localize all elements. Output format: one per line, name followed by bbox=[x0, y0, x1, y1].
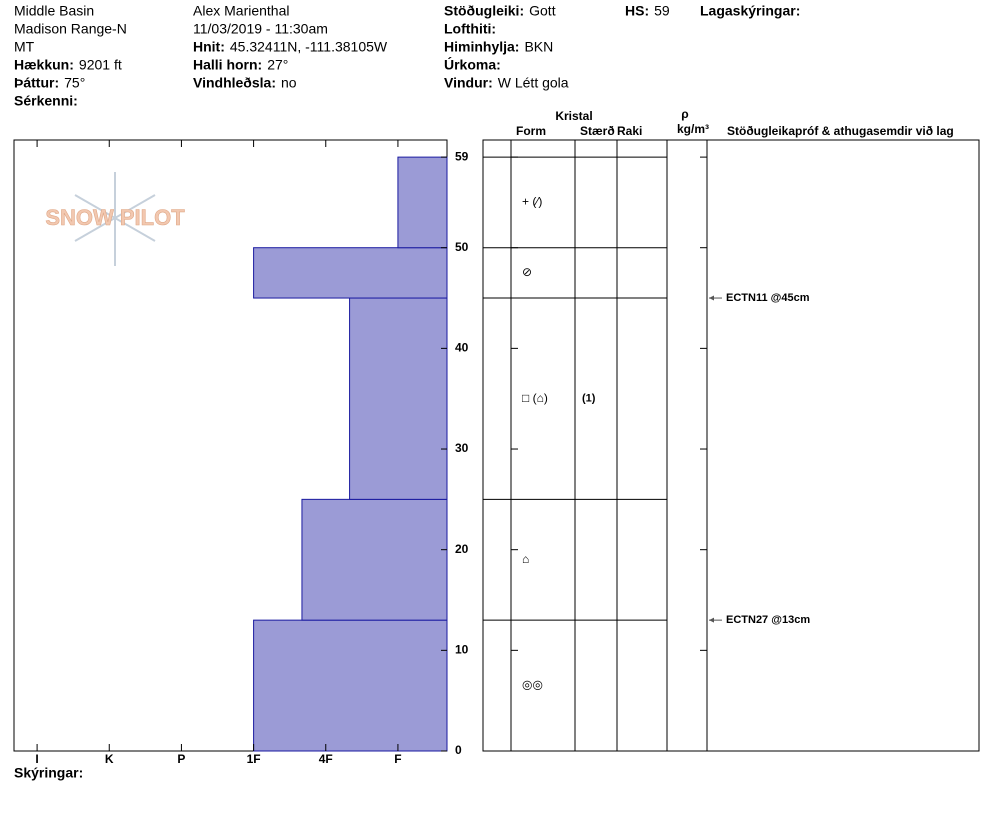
header-label: Hækkun: bbox=[14, 57, 74, 73]
test-arrow bbox=[709, 617, 714, 623]
header-value: 27° bbox=[267, 57, 288, 73]
header-value: no bbox=[281, 75, 297, 91]
header-label: Lofthiti: bbox=[444, 21, 496, 37]
hardness-bar bbox=[301, 498, 448, 621]
col-header: kg/m³ bbox=[677, 122, 709, 136]
header-label: HS: bbox=[625, 3, 649, 19]
header-label: Vindhleðsla: bbox=[193, 75, 276, 91]
header-value: 59 bbox=[654, 3, 670, 19]
test-label: ECTN11 @45cm bbox=[726, 292, 810, 304]
x-tick-label: 4F bbox=[319, 752, 333, 766]
col-header: ρ bbox=[681, 107, 688, 121]
logo bbox=[74, 172, 156, 266]
header-value: W Létt gola bbox=[498, 75, 569, 91]
header-label: Sérkenni: bbox=[14, 93, 78, 109]
crystal-form: □ (⌂) bbox=[522, 391, 548, 405]
header-label: Hnit: bbox=[193, 39, 225, 55]
header-text: Alex Marienthal bbox=[193, 3, 290, 19]
header-value: 9201 ft bbox=[79, 57, 122, 73]
col-header: Kristal bbox=[555, 109, 592, 123]
header-text: 11/03/2019 - 11:30am bbox=[193, 21, 328, 37]
col-header: Form bbox=[516, 124, 546, 138]
test-label: ECTN27 @13cm bbox=[726, 614, 810, 626]
y-tick-label: 40 bbox=[455, 341, 469, 355]
x-tick-label: F bbox=[394, 752, 401, 766]
header-text: Madison Range-N bbox=[14, 21, 127, 37]
legend-label: Skýringar: bbox=[14, 765, 83, 781]
y-tick-label: 50 bbox=[455, 240, 469, 254]
header-label: Þáttur: bbox=[14, 75, 59, 91]
test-arrow bbox=[709, 295, 714, 301]
x-tick-label: P bbox=[177, 752, 185, 766]
crystal-form: ⊘ bbox=[522, 265, 532, 279]
x-tick-label: K bbox=[105, 752, 114, 766]
crystal-form: ◎◎ bbox=[522, 678, 543, 692]
crystal-form: ⌂ bbox=[522, 552, 529, 566]
header-label: Himinhylja: bbox=[444, 39, 519, 55]
logo-text: SNOW PILOT bbox=[45, 205, 185, 230]
header-label: Halli horn: bbox=[193, 57, 262, 73]
header-value: 45.32411N, -111.38105W bbox=[230, 39, 388, 55]
header-value: 75° bbox=[64, 75, 85, 91]
col-header: Stærð bbox=[580, 124, 615, 138]
y-tick-label: 30 bbox=[455, 441, 469, 455]
y-tick-label: 0 bbox=[455, 743, 462, 757]
header-label: Lagaskýringar: bbox=[700, 3, 800, 19]
hardness-bar bbox=[253, 619, 448, 752]
crystal-form: + (⁄) bbox=[522, 195, 542, 209]
col-header: Stöðugleikapróf & athugasemdir við lag bbox=[727, 124, 954, 138]
table-frame bbox=[482, 139, 980, 752]
header-value: Gott bbox=[529, 3, 556, 19]
crystal-size: (1) bbox=[582, 393, 596, 405]
hardness-bar bbox=[253, 247, 448, 299]
header-text: MT bbox=[14, 39, 35, 55]
header-label: Úrkoma: bbox=[444, 56, 501, 73]
hardness-bar bbox=[397, 156, 448, 249]
y-tick-label: 10 bbox=[455, 643, 469, 657]
col-header: Raki bbox=[617, 124, 642, 138]
y-tick-label: 20 bbox=[455, 542, 469, 556]
header-text: Middle Basin bbox=[14, 3, 94, 19]
header-label: Vindur: bbox=[444, 75, 493, 91]
x-tick-label: I bbox=[35, 752, 38, 766]
y-tick-label: 59 bbox=[455, 149, 469, 163]
hardness-bar bbox=[349, 297, 448, 500]
header-label: Stöðugleiki: bbox=[444, 3, 524, 19]
header-value: BKN bbox=[524, 39, 553, 55]
x-tick-label: 1F bbox=[247, 752, 261, 766]
